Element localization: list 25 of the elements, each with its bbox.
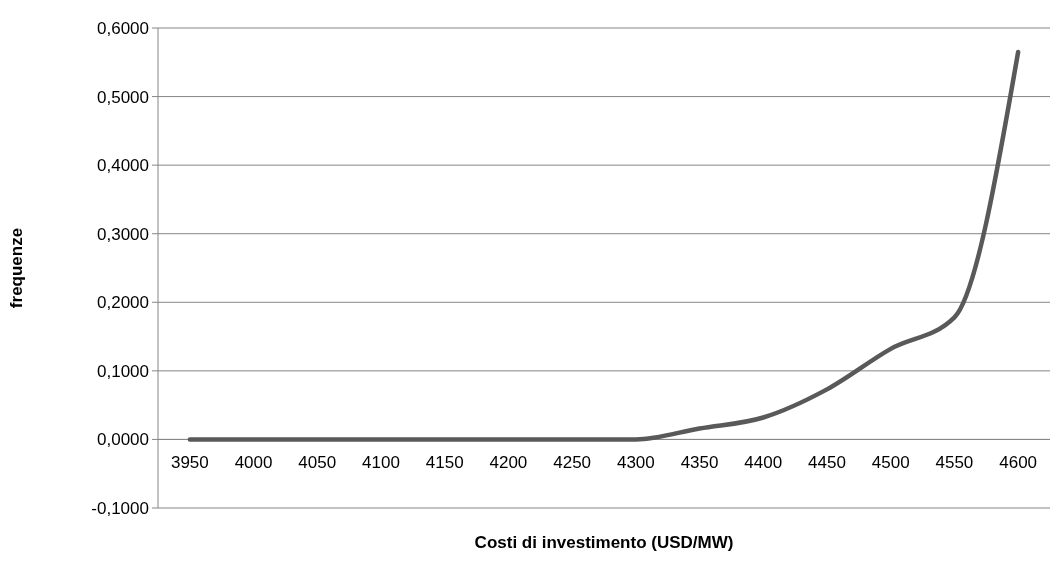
x-tick-label: 4100: [362, 453, 400, 473]
y-tick-label: 0,5000: [97, 87, 149, 107]
x-tick-label: 4300: [616, 453, 655, 473]
x-tick-label: 4150: [425, 453, 464, 473]
y-tick-label: 0,2000: [97, 293, 149, 313]
y-tick-label: 0,6000: [97, 18, 149, 38]
y-tick-label: 0,0000: [97, 430, 149, 450]
y-tick-label: 0,1000: [97, 361, 149, 381]
x-tick-label: 4050: [298, 453, 337, 473]
x-tick-label: 4550: [935, 453, 974, 473]
x-tick-label: 4400: [744, 453, 783, 473]
x-tick-label: 4500: [871, 453, 910, 473]
x-tick-label: 4250: [553, 453, 592, 473]
x-tick-label: 4350: [680, 453, 719, 473]
x-tick-label: 3950: [170, 453, 209, 473]
line-series: [187, 49, 1021, 442]
x-tick-label: 4450: [808, 453, 846, 473]
x-tick-label: 4000: [234, 453, 273, 473]
y-tick-label: 0,4000: [97, 156, 149, 176]
x-axis-title: Costi di investimento (USD/MW): [474, 533, 734, 552]
y-tick-label: 0,3000: [97, 224, 149, 244]
x-tick-label: 4200: [489, 453, 528, 473]
y-tick-label: -0,1000: [91, 498, 149, 518]
x-tick-label: 4600: [999, 453, 1038, 473]
y-axis-title: frequenze: [7, 227, 26, 309]
